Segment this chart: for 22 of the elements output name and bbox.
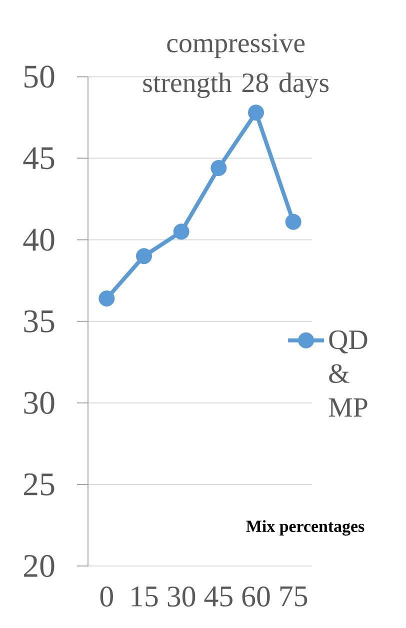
point [285,214,302,230]
point [210,160,227,176]
point [136,248,152,264]
x-tick-label: 60 [242,586,270,607]
x-axis-title: Mix percentages [246,520,364,536]
y-tick-label: 50 [24,66,54,88]
legend-label: QD & MP [328,330,368,417]
x-tick-label: 0 [100,586,114,607]
x-tick-label: 75 [280,586,308,606]
y-tick-label: 45 [23,147,54,170]
y-tick-label: 20 [24,554,54,578]
x-tick-label: 45 [204,586,232,606]
x-tick-label: 15 [132,586,158,607]
point [98,290,115,307]
point [248,104,264,121]
y-tick-label: 25 [24,473,54,496]
y-tick-label: 35 [24,310,54,332]
chart-title: compressive strength 28 days [143,34,329,98]
y-tick-label: 40 [23,228,54,251]
x-tick-label: 30 [168,586,196,607]
point [173,224,190,240]
y-tick-label: 30 [24,392,54,414]
